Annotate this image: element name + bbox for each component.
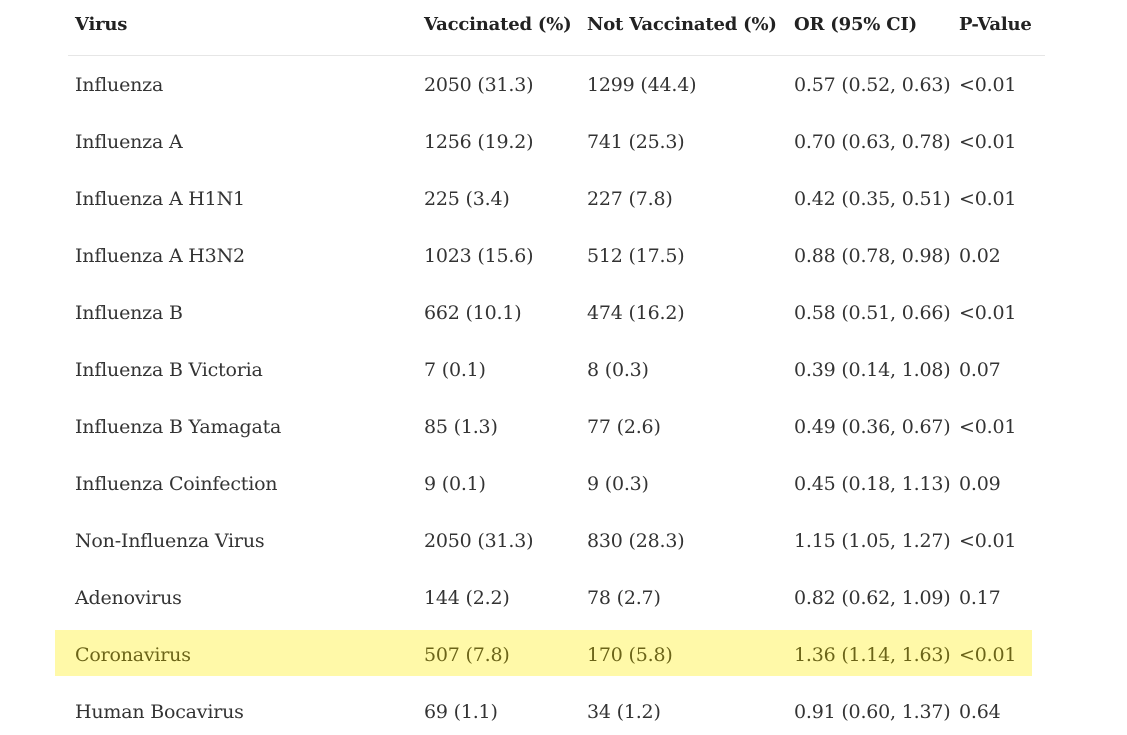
- cell-not-vaccinated: 9 (0.3): [587, 472, 649, 495]
- cell-virus: Human Bocavirus: [75, 700, 244, 723]
- cell-vaccinated: 9 (0.1): [424, 472, 486, 495]
- table-row: Non-Influenza Virus 2050 (31.3) 830 (28.…: [68, 512, 1045, 569]
- header-virus: Virus: [75, 14, 128, 35]
- cell-not-vaccinated: 78 (2.7): [587, 586, 661, 609]
- header-p-value: P-Value: [959, 14, 1032, 35]
- cell-not-vaccinated: 474 (16.2): [587, 301, 685, 324]
- cell-not-vaccinated: 77 (2.6): [587, 415, 661, 438]
- cell-p-value: <0.01: [959, 73, 1017, 96]
- cell-virus: Influenza B Yamagata: [75, 415, 282, 438]
- cell-vaccinated: 69 (1.1): [424, 700, 498, 723]
- cell-p-value: <0.01: [959, 130, 1017, 153]
- cell-virus: Non-Influenza Virus: [75, 529, 265, 552]
- table-row: Influenza Coinfection 9 (0.1) 9 (0.3) 0.…: [68, 455, 1045, 512]
- cell-virus: Coronavirus: [75, 643, 191, 666]
- cell-odds-ratio: 0.45 (0.18, 1.13): [794, 472, 951, 495]
- cell-p-value: 0.09: [959, 472, 1001, 495]
- table-header-row: Virus Vaccinated (%) Not Vaccinated (%) …: [68, 0, 1045, 56]
- cell-virus: Influenza B Victoria: [75, 358, 263, 381]
- table-row: Influenza A H1N1 225 (3.4) 227 (7.8) 0.4…: [68, 170, 1045, 227]
- cell-vaccinated: 507 (7.8): [424, 643, 510, 666]
- cell-odds-ratio: 0.88 (0.78, 0.98): [794, 244, 951, 267]
- cell-p-value: 0.64: [959, 700, 1001, 723]
- table-row: Influenza B Yamagata 85 (1.3) 77 (2.6) 0…: [68, 398, 1045, 455]
- table-row: Influenza B 662 (10.1) 474 (16.2) 0.58 (…: [68, 284, 1045, 341]
- cell-vaccinated: 85 (1.3): [424, 415, 498, 438]
- cell-virus: Influenza A H3N2: [75, 244, 245, 267]
- cell-p-value: <0.01: [959, 187, 1017, 210]
- cell-vaccinated: 144 (2.2): [424, 586, 510, 609]
- table-row: Influenza A 1256 (19.2) 741 (25.3) 0.70 …: [68, 113, 1045, 170]
- table-row: Human Bocavirus 69 (1.1) 34 (1.2) 0.91 (…: [68, 683, 1045, 735]
- cell-odds-ratio: 1.15 (1.05, 1.27): [794, 529, 951, 552]
- table-row-highlighted: Coronavirus 507 (7.8) 170 (5.8) 1.36 (1.…: [55, 626, 1045, 683]
- cell-not-vaccinated: 1299 (44.4): [587, 73, 697, 96]
- cell-virus: Influenza B: [75, 301, 183, 324]
- cell-not-vaccinated: 512 (17.5): [587, 244, 685, 267]
- cell-vaccinated: 2050 (31.3): [424, 73, 534, 96]
- cell-odds-ratio: 0.57 (0.52, 0.63): [794, 73, 951, 96]
- table-row: Adenovirus 144 (2.2) 78 (2.7) 0.82 (0.62…: [68, 569, 1045, 626]
- cell-not-vaccinated: 34 (1.2): [587, 700, 661, 723]
- cell-odds-ratio: 0.82 (0.62, 1.09): [794, 586, 951, 609]
- table-row: Influenza B Victoria 7 (0.1) 8 (0.3) 0.3…: [68, 341, 1045, 398]
- cell-not-vaccinated: 170 (5.8): [587, 643, 673, 666]
- cell-p-value: 0.02: [959, 244, 1001, 267]
- virus-vaccination-table: Virus Vaccinated (%) Not Vaccinated (%) …: [55, 0, 1045, 735]
- cell-odds-ratio: 0.49 (0.36, 0.67): [794, 415, 951, 438]
- cell-odds-ratio: 0.42 (0.35, 0.51): [794, 187, 951, 210]
- cell-odds-ratio: 0.39 (0.14, 1.08): [794, 358, 951, 381]
- cell-p-value: 0.17: [959, 586, 1001, 609]
- cell-virus: Influenza A H1N1: [75, 187, 245, 210]
- cell-virus: Adenovirus: [75, 586, 182, 609]
- cell-not-vaccinated: 741 (25.3): [587, 130, 685, 153]
- cell-odds-ratio: 0.70 (0.63, 0.78): [794, 130, 951, 153]
- cell-vaccinated: 662 (10.1): [424, 301, 522, 324]
- cell-p-value: <0.01: [959, 643, 1017, 666]
- cell-vaccinated: 225 (3.4): [424, 187, 510, 210]
- header-not-vaccinated: Not Vaccinated (%): [587, 14, 777, 35]
- cell-p-value: <0.01: [959, 415, 1017, 438]
- cell-p-value: 0.07: [959, 358, 1001, 381]
- cell-virus: Influenza Coinfection: [75, 472, 278, 495]
- cell-vaccinated: 1023 (15.6): [424, 244, 534, 267]
- header-odds-ratio: OR (95% CI): [794, 14, 917, 35]
- cell-not-vaccinated: 8 (0.3): [587, 358, 649, 381]
- cell-odds-ratio: 1.36 (1.14, 1.63): [794, 643, 951, 666]
- cell-vaccinated: 1256 (19.2): [424, 130, 534, 153]
- cell-not-vaccinated: 227 (7.8): [587, 187, 673, 210]
- cell-vaccinated: 2050 (31.3): [424, 529, 534, 552]
- cell-p-value: <0.01: [959, 301, 1017, 324]
- cell-not-vaccinated: 830 (28.3): [587, 529, 685, 552]
- table-row: Influenza 2050 (31.3) 1299 (44.4) 0.57 (…: [68, 56, 1045, 113]
- cell-vaccinated: 7 (0.1): [424, 358, 486, 381]
- cell-odds-ratio: 0.91 (0.60, 1.37): [794, 700, 951, 723]
- header-vaccinated: Vaccinated (%): [424, 14, 572, 35]
- cell-virus: Influenza A: [75, 130, 183, 153]
- table-row: Influenza A H3N2 1023 (15.6) 512 (17.5) …: [68, 227, 1045, 284]
- cell-p-value: <0.01: [959, 529, 1017, 552]
- cell-virus: Influenza: [75, 73, 164, 96]
- cell-odds-ratio: 0.58 (0.51, 0.66): [794, 301, 951, 324]
